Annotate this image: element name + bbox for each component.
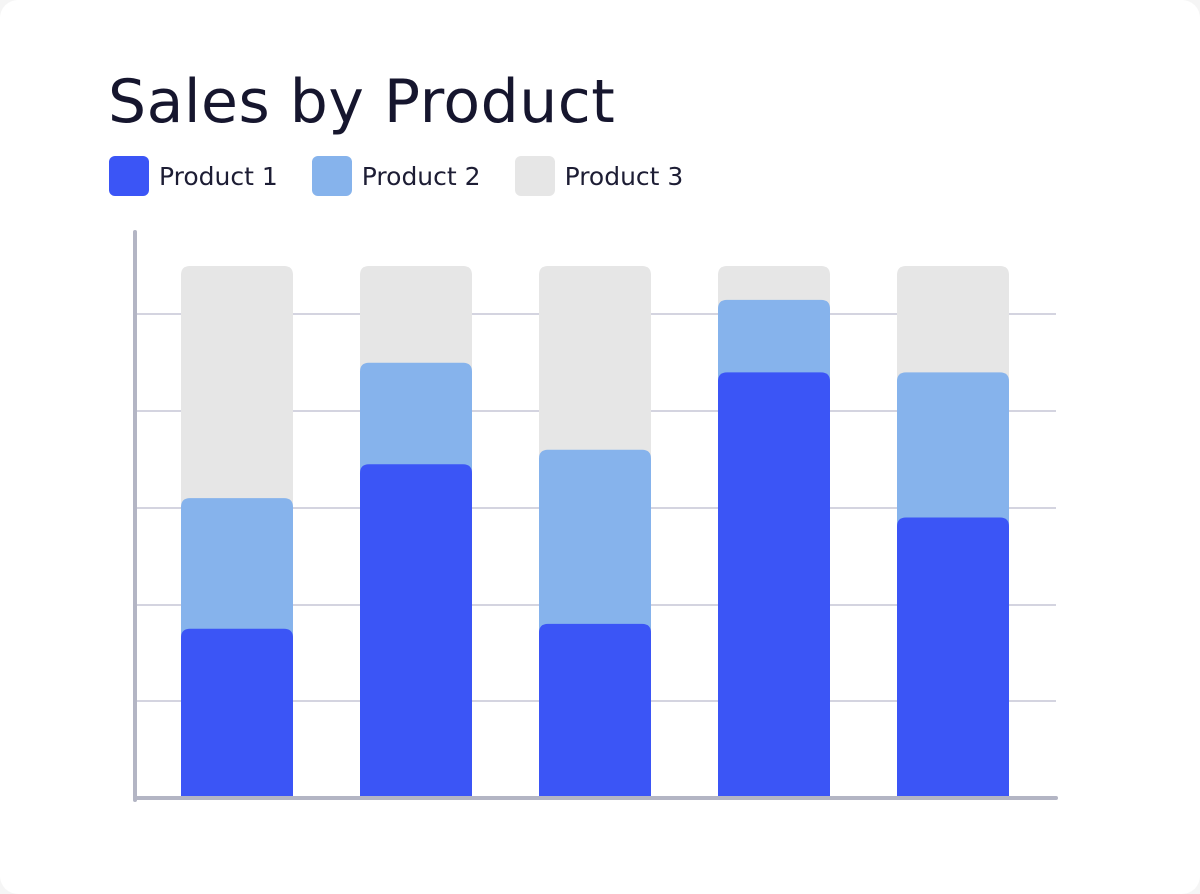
legend-swatch-product-2 [311,156,352,196]
bars [181,266,1009,798]
legend-item-product-2: Product 2 [311,156,481,196]
axes [133,230,1058,802]
legend-swatch-product-3 [514,156,555,196]
bar-3-product-1 [539,623,651,798]
chart-title: Sales by Product [108,67,616,137]
bar-1-product-1 [181,628,293,798]
bar-2-product-1 [360,464,472,798]
legend-item-product-3: Product 3 [514,156,684,196]
legend: Product 1 Product 2 Product 3 [109,156,717,196]
bar-4-product-1 [718,372,830,798]
legend-item-product-1: Product 1 [109,156,278,196]
legend-swatch-product-1 [109,156,149,196]
legend-label-product-2: Product 2 [361,161,481,191]
bar-5-product-1 [897,517,1009,798]
legend-label-product-1: Product 1 [159,161,278,191]
legend-label-product-3: Product 3 [564,161,684,191]
